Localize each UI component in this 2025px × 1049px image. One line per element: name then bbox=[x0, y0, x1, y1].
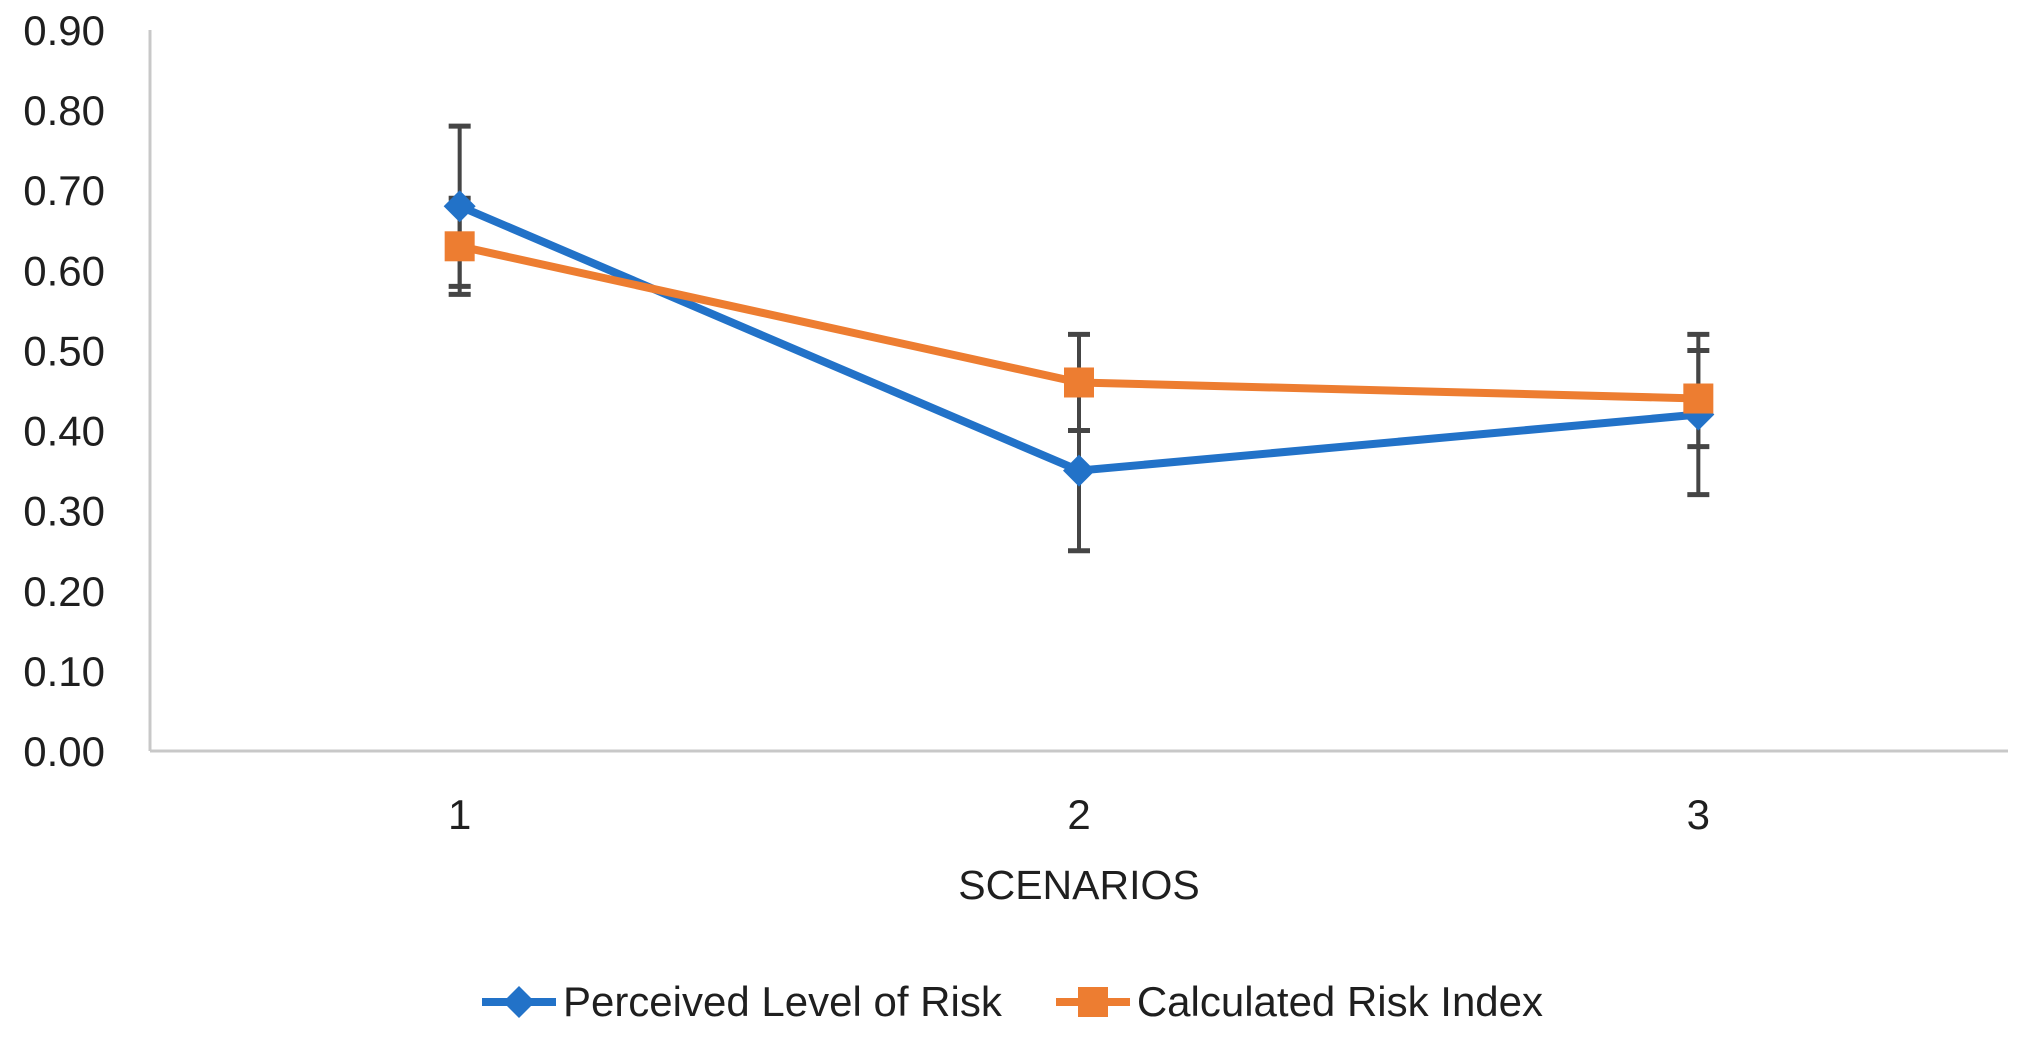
y-tick-label: 0.80 bbox=[23, 87, 105, 134]
square-marker-icon bbox=[1683, 383, 1714, 414]
square-legend-marker-icon bbox=[1055, 987, 1130, 1017]
y-tick-label: 0.40 bbox=[23, 408, 105, 455]
diamond-marker-icon bbox=[443, 190, 476, 223]
y-tick-label: 0.60 bbox=[23, 247, 105, 294]
y-tick-label: 0.70 bbox=[23, 167, 105, 214]
y-tick-label: 0.10 bbox=[23, 648, 105, 695]
y-tick-label: 0.00 bbox=[23, 728, 105, 775]
legend: Perceived Level of Risk Calculated Risk … bbox=[0, 978, 2025, 1026]
legend-item-calculated-risk-index: Calculated Risk Index bbox=[1055, 978, 1544, 1026]
legend-item-perceived-level-of-risk: Perceived Level of Risk bbox=[481, 978, 1002, 1026]
x-tick-label: 1 bbox=[448, 791, 471, 838]
legend-label: Perceived Level of Risk bbox=[562, 978, 1002, 1025]
diamond-marker-icon bbox=[1063, 454, 1095, 487]
y-tick-label: 0.50 bbox=[23, 327, 105, 374]
square-marker-icon bbox=[444, 231, 475, 262]
y-tick-label: 0.30 bbox=[23, 488, 105, 535]
y-tick-label: 0.90 bbox=[23, 7, 105, 54]
legend-label: Calculated Risk Index bbox=[1136, 978, 1544, 1025]
x-tick-label: 2 bbox=[1067, 791, 1090, 838]
square-marker-icon bbox=[1077, 987, 1108, 1017]
diamond-legend-marker-icon bbox=[481, 986, 556, 1018]
square-marker-icon bbox=[1064, 367, 1094, 398]
diamond-marker-icon bbox=[502, 986, 535, 1018]
x-axis-title: SCENARIOS bbox=[958, 862, 1200, 908]
y-tick-label: 0.20 bbox=[23, 568, 105, 615]
x-tick-label: 3 bbox=[1687, 791, 1710, 838]
